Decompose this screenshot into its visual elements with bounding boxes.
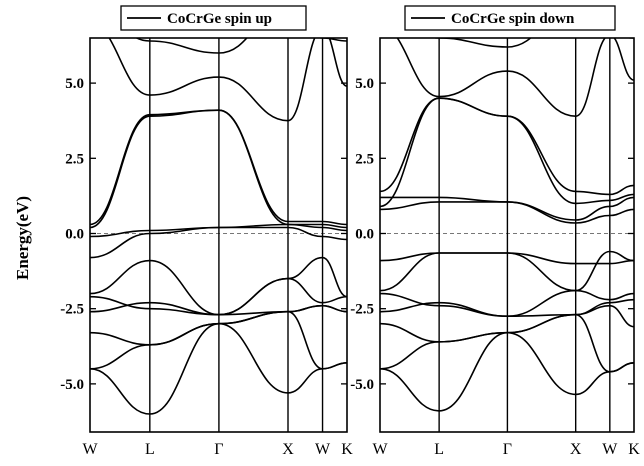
band-10	[380, 97, 634, 205]
x-tick-label-W: W	[82, 441, 98, 458]
x-tick-label-W: W	[372, 441, 388, 458]
x-tick-label-L: L	[434, 441, 444, 458]
band-12	[396, 38, 634, 117]
x-tick-label-K: K	[628, 441, 640, 458]
plot-frame	[379, 37, 635, 433]
x-tick-label-W: W	[602, 441, 618, 458]
y-tick-label: 5.0	[65, 76, 84, 92]
y-tick-label: 0.0	[65, 226, 84, 242]
band-4	[380, 298, 634, 317]
y-axis-label: Energy(eV)	[13, 196, 32, 280]
y-tick-label: -2.5	[60, 302, 84, 318]
band-3	[380, 304, 634, 343]
y-tick-label: 5.0	[355, 76, 374, 92]
y-tick-label: -5.0	[60, 377, 84, 393]
band-10	[90, 109, 347, 229]
band-11	[108, 38, 347, 122]
y-tick-label: -2.5	[350, 302, 374, 318]
band-6	[90, 256, 347, 316]
x-tick-label-X: X	[282, 441, 294, 458]
x-tick-label-Γ: Γ	[503, 441, 512, 458]
y-tick-label: 2.5	[355, 151, 374, 167]
band-8	[90, 223, 347, 238]
legend: CoCrGe spin up	[120, 5, 307, 31]
x-tick-label-K: K	[341, 441, 353, 458]
x-tick-label-X: X	[570, 441, 582, 458]
x-tick-label-W: W	[315, 441, 331, 458]
band-8	[380, 201, 634, 224]
y-tick-label: 2.5	[65, 151, 84, 167]
bands	[90, 38, 347, 415]
bands	[380, 38, 634, 412]
y-tick-label: -5.0	[350, 377, 374, 393]
band-6	[380, 250, 634, 292]
band-9	[380, 196, 634, 221]
band-7	[380, 252, 634, 265]
y-tick-label: 0.0	[355, 226, 374, 242]
legend-label: CoCrGe spin up	[167, 11, 272, 27]
band-7	[90, 226, 347, 259]
x-tick-label-L: L	[145, 441, 155, 458]
plot-frame	[89, 37, 348, 433]
band-4	[90, 301, 347, 316]
band-5	[380, 289, 634, 317]
x-tick-label-Γ: Γ	[214, 441, 223, 458]
legend-label: CoCrGe spin down	[451, 11, 575, 27]
band-11	[380, 97, 634, 208]
legend: CoCrGe spin down	[404, 5, 616, 31]
